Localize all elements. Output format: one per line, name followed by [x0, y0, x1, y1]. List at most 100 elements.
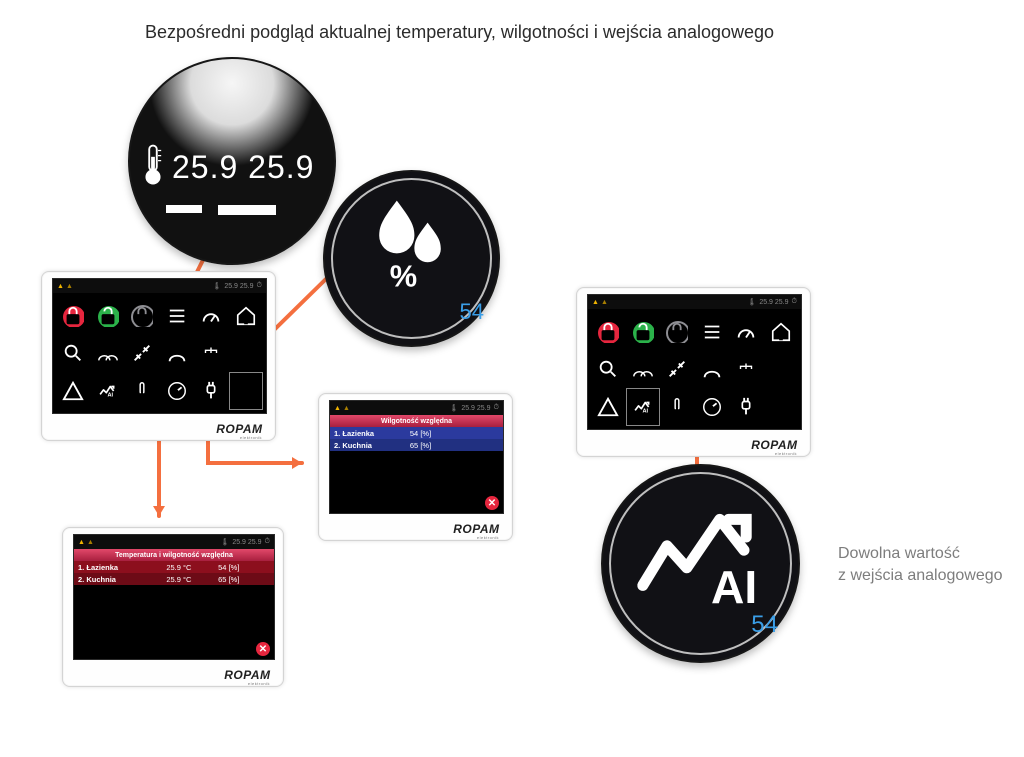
magnifier-temp-values: 25.9 25.9 [172, 149, 314, 186]
search-zoom-icon[interactable] [57, 336, 90, 372]
group-icon[interactable] [627, 352, 660, 388]
analog-ai-icon [631, 504, 769, 614]
tools-icon[interactable] [126, 336, 159, 372]
magnifier-humidity: 54 [323, 170, 500, 347]
brand-sub: elektronik [240, 435, 262, 440]
brand-logo: ROPAM [224, 668, 271, 682]
pressure-icon[interactable] [161, 373, 194, 409]
thermometer-icon[interactable] [661, 389, 694, 425]
analog-ai-icon[interactable] [627, 389, 660, 425]
row-idx: 1. [334, 429, 340, 438]
search-zoom-icon[interactable] [592, 352, 625, 388]
list-row[interactable]: 1. Łazienka 54 [%] [330, 427, 503, 439]
humidity-drops-icon[interactable] [230, 373, 263, 409]
user-icon[interactable] [696, 352, 729, 388]
padlock-closed-red-icon[interactable] [592, 314, 625, 350]
warning-triangle-small-icon: ▲ [601, 299, 608, 306]
list-row[interactable]: 2. Kuchnia 25.9 °C 65 [%] [74, 573, 274, 585]
row-value: 65 [%] [410, 441, 455, 450]
brand-logo: ROPAM [216, 422, 263, 436]
warning-triangle-small-icon: ▲ [66, 283, 73, 290]
row-value: 25.9 °C [166, 575, 218, 584]
pressure-icon[interactable] [696, 389, 729, 425]
tree-icon[interactable] [195, 336, 228, 372]
humidity-percent-icon [355, 194, 465, 304]
statusbar-temp: 25.9 25.9 [461, 405, 490, 412]
row-name: Łazienka [342, 429, 374, 438]
tablet-main-right: ▲ ▲ 🌡 25.9 25.9 ⏱ [576, 287, 811, 457]
brand-sub: elektronik [248, 681, 270, 686]
clock-small-icon: ⏱ [792, 298, 797, 306]
list-icon[interactable] [696, 314, 729, 350]
thermometer-icon[interactable] [126, 373, 159, 409]
magnifier-analog-ai: 54 [601, 464, 800, 663]
analog-ai-icon[interactable] [92, 373, 125, 409]
statusbar: ▲▲ 🌡25.9 25.9⏱ [74, 535, 274, 549]
magnifier-ai-value: 54 [751, 611, 778, 639]
padlock-closed-red-icon[interactable] [57, 298, 90, 334]
list-row[interactable]: 1. Łazienka 25.9 °C 54 [%] [74, 561, 274, 573]
tablet-temp-list: ▲▲ 🌡25.9 25.9⏱ Temperatura i wilgotność … [62, 527, 284, 687]
row-name: Kuchnia [86, 575, 116, 584]
brand-logo: ROPAM [751, 438, 798, 452]
warning-triangle-icon[interactable] [57, 373, 90, 409]
padlock-grey-icon[interactable] [661, 314, 694, 350]
clock-small-icon: ⏱ [265, 538, 270, 546]
statusbar-temp: 25.9 25.9 [232, 539, 261, 546]
house-icon[interactable] [230, 298, 263, 334]
home-icon-grid [53, 296, 266, 413]
tablet-main-left: ▲ ▲ 🌡 25.9 25.9 ⏱ [41, 271, 276, 441]
row-name: Kuchnia [342, 441, 372, 450]
list-row[interactable]: 2. Kuchnia 65 [%] [330, 439, 503, 451]
list-header: Wilgotność względna [330, 415, 503, 427]
tree-icon[interactable] [730, 352, 763, 388]
side-note-line2: z wejścia analogowego [838, 565, 1003, 587]
statusbar: ▲ ▲ 🌡 25.9 25.9 ⏱ [53, 279, 266, 293]
padlock-open-green-icon[interactable] [627, 314, 660, 350]
fire-icon[interactable] [230, 336, 263, 372]
magnifier-temperature: 25.9 25.9 [128, 57, 336, 265]
list-icon[interactable] [161, 298, 194, 334]
tools-icon[interactable] [661, 352, 694, 388]
row-value2: 65 [%] [218, 575, 270, 584]
gauge-icon[interactable] [730, 314, 763, 350]
row-idx: 2. [78, 575, 84, 584]
padlock-open-green-icon[interactable] [92, 298, 125, 334]
statusbar-temp: 25.9 25.9 [224, 283, 253, 290]
magnifier-humidity-value: 54 [460, 299, 484, 325]
padlock-grey-icon[interactable] [126, 298, 159, 334]
thermometer-small-icon: 🌡 [212, 282, 221, 290]
row-idx: 2. [334, 441, 340, 450]
home-icon-grid [588, 312, 801, 429]
tablet-humidity-list: ▲▲ 🌡25.9 25.9⏱ Wilgotność względna 1. Ła… [318, 393, 513, 541]
house-icon[interactable] [765, 314, 798, 350]
plug-icon[interactable] [195, 373, 228, 409]
gauge-icon[interactable] [195, 298, 228, 334]
statusbar: ▲ ▲ 🌡 25.9 25.9 ⏱ [588, 295, 801, 309]
user-icon[interactable] [161, 336, 194, 372]
row-value: 25.9 °C [166, 563, 218, 572]
warning-triangle-icon[interactable] [592, 389, 625, 425]
thermometer-icon [140, 143, 168, 192]
clock-small-icon: ⏱ [494, 404, 499, 412]
statusbar: ▲▲ 🌡25.9 25.9⏱ [330, 401, 503, 415]
row-value2: 54 [%] [218, 563, 270, 572]
humidity-drops-icon[interactable] [765, 389, 798, 425]
brand-sub: elektronik [477, 535, 499, 540]
fire-icon[interactable] [765, 352, 798, 388]
page-title: Bezpośredni podgląd aktualnej temperatur… [145, 22, 774, 43]
brand-sub: elektronik [775, 451, 797, 456]
close-icon[interactable]: ✕ [256, 642, 270, 656]
row-value: 54 [%] [410, 429, 455, 438]
statusbar-temp: 25.9 25.9 [759, 299, 788, 306]
side-note-line1: Dowolna wartość [838, 543, 1003, 565]
warning-triangle-small-icon: ▲ [592, 299, 599, 306]
warning-triangle-small-icon: ▲ [57, 283, 64, 290]
brand-logo: ROPAM [453, 522, 500, 536]
side-note: Dowolna wartość z wejścia analogowego [838, 543, 1003, 586]
thermometer-small-icon: 🌡 [747, 298, 756, 306]
close-icon[interactable]: ✕ [485, 496, 499, 510]
clock-small-icon: ⏱ [257, 282, 262, 290]
plug-icon[interactable] [730, 389, 763, 425]
group-icon[interactable] [92, 336, 125, 372]
